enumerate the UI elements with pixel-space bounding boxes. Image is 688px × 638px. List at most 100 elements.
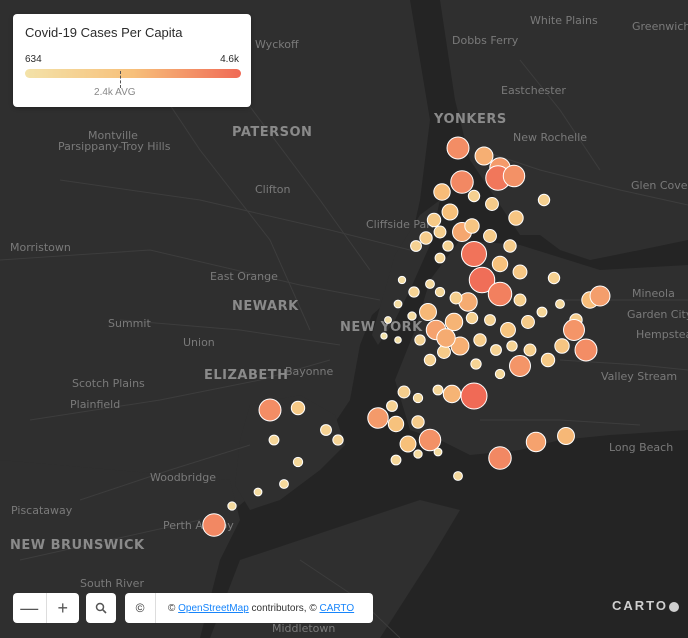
neighborhood-circle[interactable] <box>468 266 496 294</box>
neighborhood-circle[interactable] <box>554 338 570 354</box>
neighborhood-circle[interactable] <box>509 355 531 377</box>
neighborhood-circle[interactable] <box>557 427 575 445</box>
neighborhood-circle[interactable] <box>258 398 282 422</box>
neighborhood-circle[interactable] <box>332 434 344 446</box>
neighborhood-circle[interactable] <box>574 338 598 362</box>
neighborhood-circle[interactable] <box>540 352 556 368</box>
neighborhood-circle[interactable] <box>453 471 463 481</box>
neighborhood-circle[interactable] <box>450 170 474 194</box>
place-label: Long Beach <box>609 441 673 454</box>
neighborhood-circle[interactable] <box>367 407 389 429</box>
neighborhood-circle[interactable] <box>397 275 407 285</box>
neighborhood-circle[interactable] <box>502 164 526 188</box>
zoom-in-button[interactable]: + <box>45 593 80 623</box>
attribution-toggle-button[interactable]: © <box>125 593 156 623</box>
osm-link[interactable]: OpenStreetMap <box>178 602 249 614</box>
neighborhood-circle[interactable] <box>491 255 509 273</box>
neighborhood-circle[interactable] <box>436 328 456 348</box>
neighborhood-circle[interactable] <box>503 239 517 253</box>
neighborhood-circle[interactable] <box>461 241 487 267</box>
neighborhood-circle[interactable] <box>407 311 417 321</box>
neighborhood-circle[interactable] <box>483 229 497 243</box>
neighborhood-circle[interactable] <box>380 332 388 340</box>
neighborhood-circle[interactable] <box>484 314 496 326</box>
neighborhood-circle[interactable] <box>525 431 547 453</box>
neighborhood-circle[interactable] <box>202 513 226 537</box>
neighborhood-circle[interactable] <box>414 334 426 346</box>
neighborhood-circle[interactable] <box>432 384 444 396</box>
neighborhood-circle[interactable] <box>449 291 463 305</box>
neighborhood-circle[interactable] <box>227 501 237 511</box>
neighborhood-circle[interactable] <box>279 479 289 489</box>
neighborhood-circle[interactable] <box>589 285 611 307</box>
neighborhood-circle[interactable] <box>512 264 528 280</box>
neighborhood-circle[interactable] <box>418 428 442 452</box>
zoom-out-button[interactable]: — <box>13 593 46 623</box>
neighborhood-circle[interactable] <box>410 240 422 252</box>
neighborhood-circle[interactable] <box>253 487 263 497</box>
land-staten-island <box>235 395 345 510</box>
neighborhood-circle[interactable] <box>444 312 464 332</box>
neighborhood-circle[interactable] <box>506 340 518 352</box>
minus-icon: — <box>20 597 39 618</box>
neighborhood-circle[interactable] <box>433 183 451 201</box>
neighborhood-circle[interactable] <box>508 210 524 226</box>
neighborhood-circle[interactable] <box>442 384 462 404</box>
neighborhood-circle[interactable] <box>399 435 417 453</box>
neighborhood-circle[interactable] <box>523 343 537 357</box>
neighborhood-circle[interactable] <box>419 231 433 245</box>
neighborhood-circle[interactable] <box>485 197 499 211</box>
neighborhood-circle[interactable] <box>494 368 506 380</box>
neighborhood-circle[interactable] <box>393 299 403 309</box>
neighborhood-circle[interactable] <box>490 344 502 356</box>
neighborhood-circle[interactable] <box>442 240 454 252</box>
search-button[interactable] <box>86 593 116 623</box>
neighborhood-circle[interactable] <box>441 203 459 221</box>
neighborhood-circle[interactable] <box>473 333 487 347</box>
neighborhood-circle[interactable] <box>465 311 479 325</box>
neighborhood-circle[interactable] <box>536 306 548 318</box>
neighborhood-circle[interactable] <box>460 382 488 410</box>
neighborhood-circle[interactable] <box>537 193 551 207</box>
neighborhood-circle[interactable] <box>397 385 411 399</box>
neighborhood-circle[interactable] <box>500 322 516 338</box>
neighborhood-circle[interactable] <box>474 146 494 166</box>
legend-title: Covid-19 Cases Per Capita <box>25 25 183 40</box>
neighborhood-circle[interactable] <box>384 316 392 324</box>
neighborhood-circle[interactable] <box>412 392 424 404</box>
neighborhood-circle[interactable] <box>464 218 480 234</box>
neighborhood-circle[interactable] <box>419 303 437 321</box>
neighborhood-circle[interactable] <box>470 358 482 370</box>
place-label: YONKERS <box>433 112 507 127</box>
neighborhood-circle[interactable] <box>488 446 512 470</box>
neighborhood-circle[interactable] <box>434 286 446 298</box>
neighborhood-circle[interactable] <box>563 319 585 341</box>
neighborhood-circle[interactable] <box>425 279 435 289</box>
neighborhood-circle[interactable] <box>292 456 304 468</box>
neighborhood-circle[interactable] <box>411 415 425 429</box>
neighborhood-circle[interactable] <box>467 189 481 203</box>
neighborhood-circle[interactable] <box>426 212 442 228</box>
neighborhood-circle[interactable] <box>513 293 527 307</box>
neighborhood-circle[interactable] <box>433 225 447 239</box>
neighborhood-circle[interactable] <box>547 271 561 285</box>
neighborhood-circle[interactable] <box>320 424 332 436</box>
neighborhood-circle[interactable] <box>390 454 402 466</box>
neighborhood-circle[interactable] <box>386 400 398 412</box>
carto-link[interactable]: CARTO <box>319 602 355 614</box>
neighborhood-circle[interactable] <box>521 315 535 329</box>
neighborhood-circle[interactable] <box>433 447 443 457</box>
neighborhood-circle[interactable] <box>394 336 402 344</box>
neighborhood-circle[interactable] <box>290 400 306 416</box>
neighborhood-circle[interactable] <box>268 434 280 446</box>
neighborhood-circle[interactable] <box>555 299 565 309</box>
neighborhood-circle[interactable] <box>413 449 423 459</box>
carto-logo-dot <box>668 601 679 612</box>
neighborhood-circle[interactable] <box>423 353 437 367</box>
neighborhood-circle[interactable] <box>408 286 420 298</box>
neighborhood-circle[interactable] <box>434 252 446 264</box>
neighborhood-circle[interactable] <box>446 136 470 160</box>
search-icon <box>95 602 107 614</box>
neighborhood-circle[interactable] <box>387 415 405 433</box>
neighborhood-circle[interactable] <box>487 281 513 307</box>
